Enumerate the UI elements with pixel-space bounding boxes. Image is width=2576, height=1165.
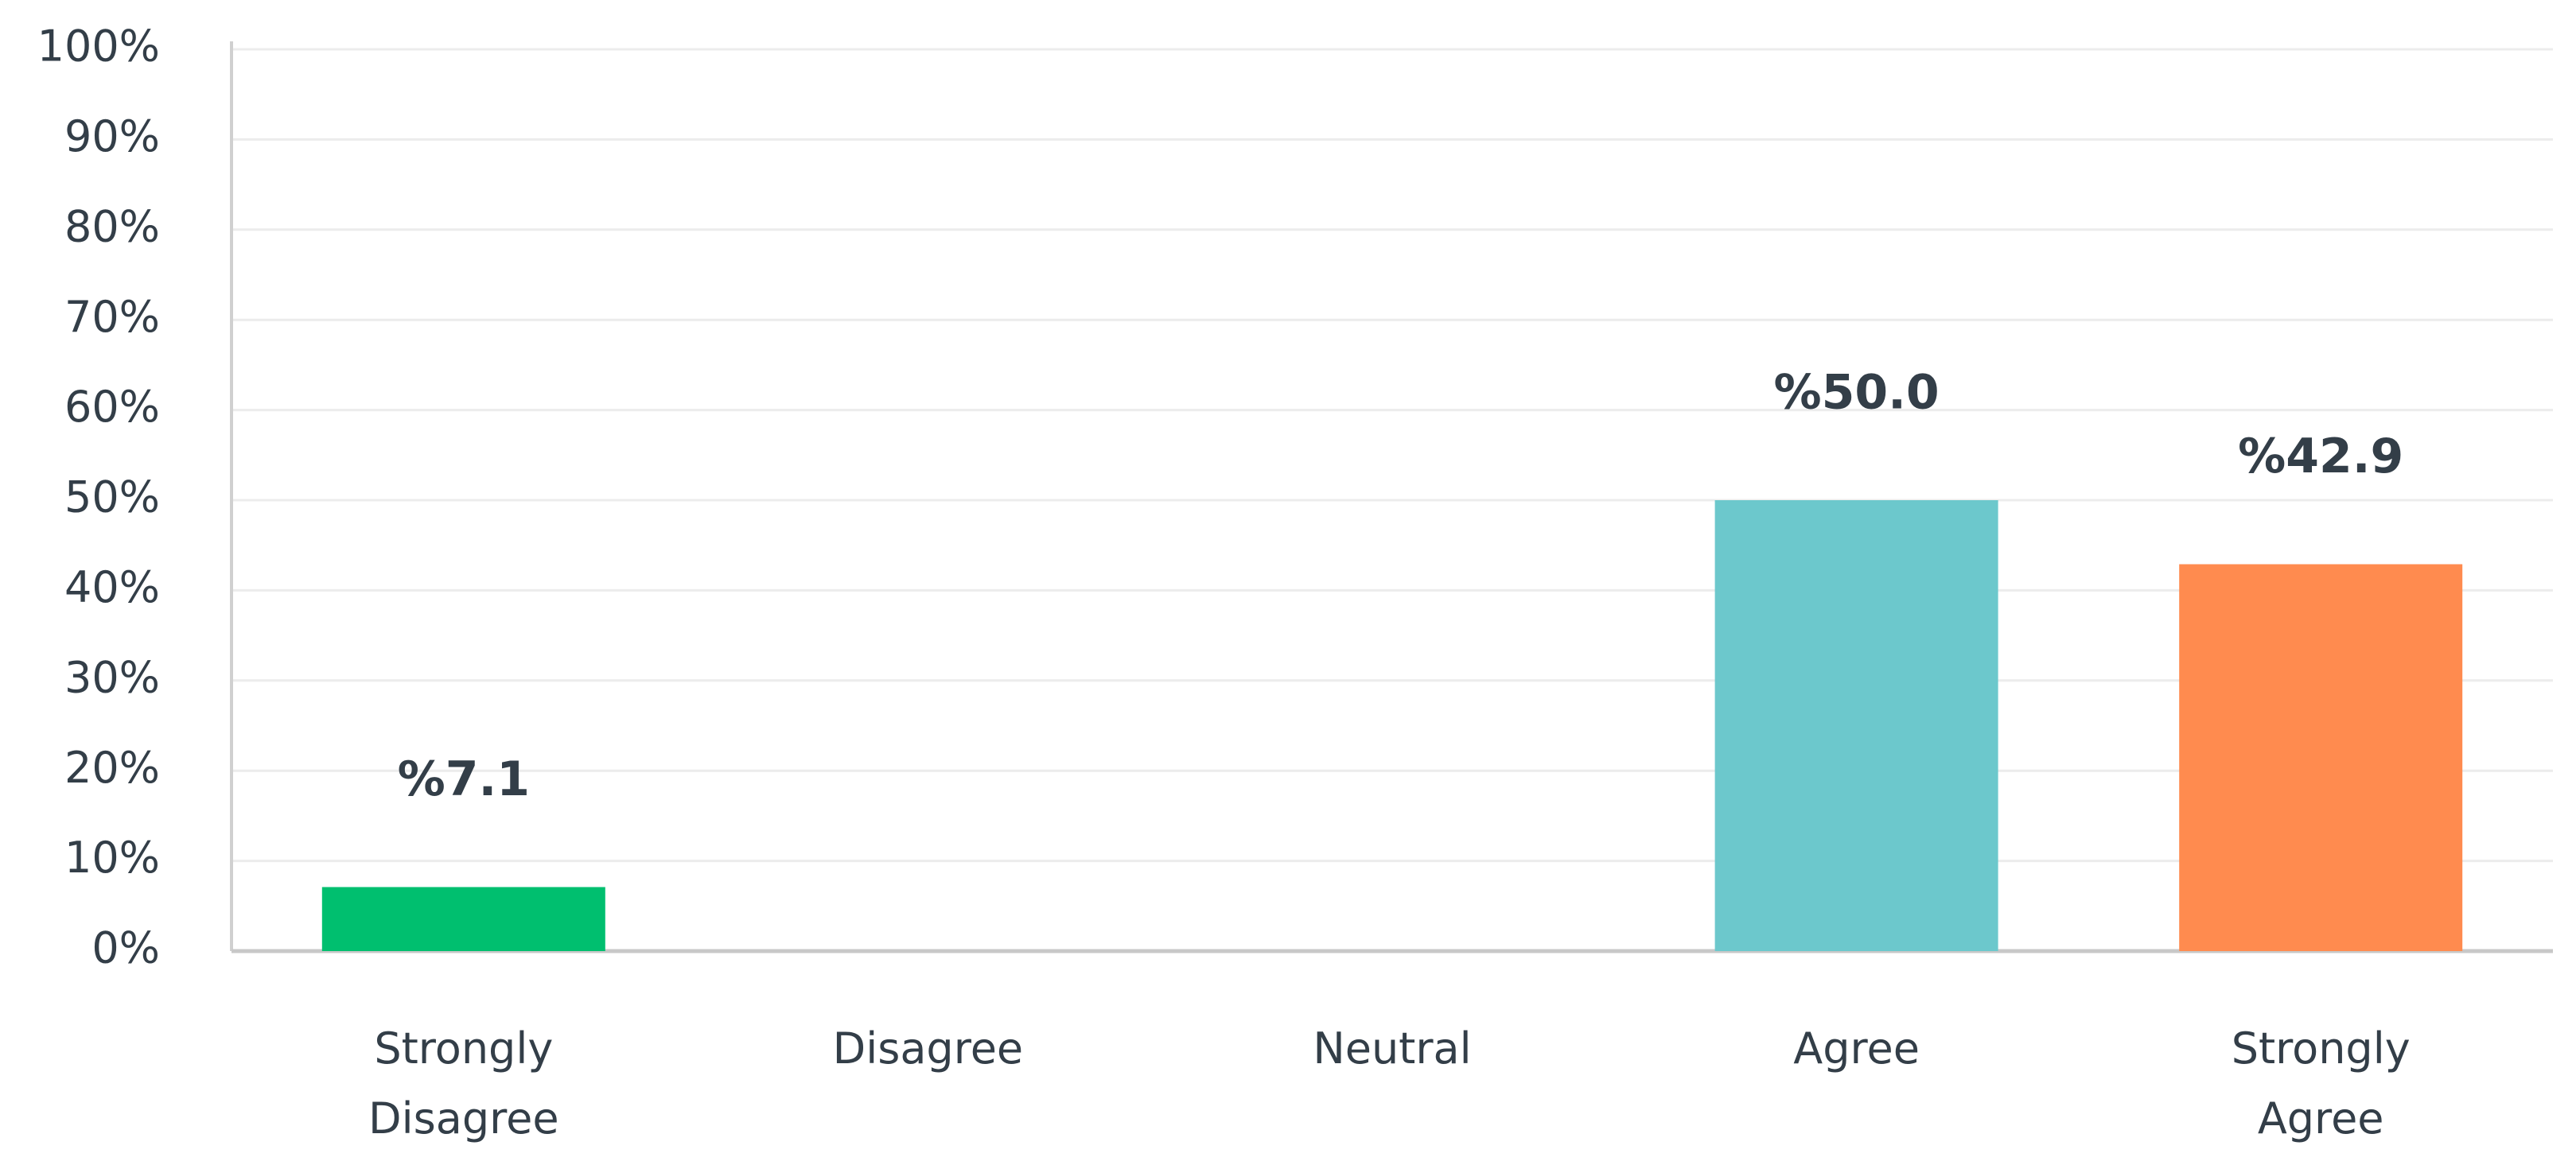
x-tick-label: Neutral bbox=[1313, 1023, 1472, 1074]
value-label: %42.9 bbox=[2238, 429, 2403, 484]
x-tick-label: Strongly Disagree bbox=[368, 1023, 559, 1144]
y-tick-label: 50% bbox=[64, 472, 160, 522]
y-tick-label: 0% bbox=[91, 923, 160, 973]
y-tick-label: 20% bbox=[64, 743, 160, 793]
bar bbox=[2179, 564, 2463, 951]
y-tick-label: 70% bbox=[64, 292, 160, 342]
y-tick-label: 80% bbox=[64, 201, 160, 251]
y-tick-label: 90% bbox=[64, 111, 160, 161]
y-tick-label: 40% bbox=[64, 562, 160, 612]
bar bbox=[321, 887, 605, 951]
x-tick-label: Strongly Agree bbox=[2231, 1023, 2411, 1144]
value-label: %7.1 bbox=[398, 751, 530, 807]
x-tick-label: Disagree bbox=[832, 1023, 1024, 1074]
y-tick-label: 60% bbox=[64, 382, 160, 432]
y-tick-label: 10% bbox=[64, 833, 160, 883]
value-label: %50.0 bbox=[1774, 365, 1940, 421]
y-tick-label: 100% bbox=[37, 21, 160, 72]
y-tick-label: 30% bbox=[64, 652, 160, 702]
bar bbox=[1714, 500, 1998, 951]
x-tick-label: Agree bbox=[1793, 1023, 1920, 1074]
